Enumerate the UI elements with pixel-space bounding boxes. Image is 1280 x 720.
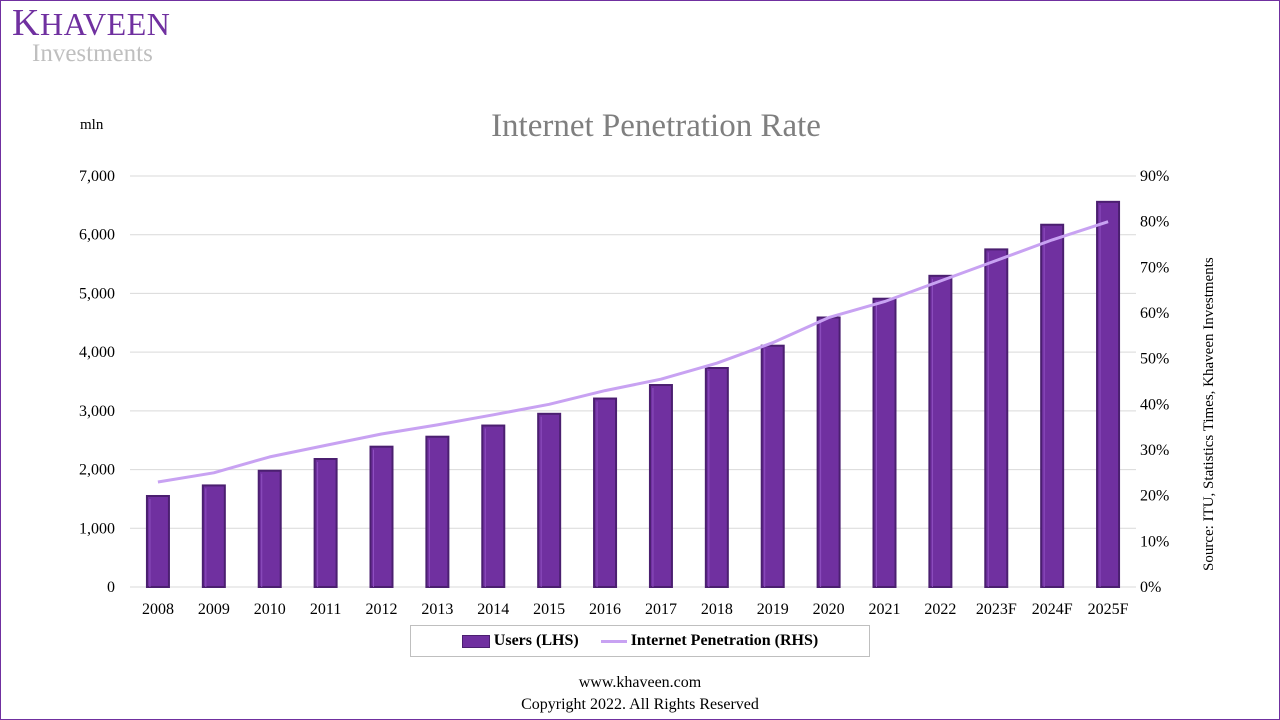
legend-bar-swatch xyxy=(461,634,490,648)
x-tick-label: 2024F xyxy=(1032,601,1073,618)
line-internet-penetration xyxy=(157,220,1109,484)
y-left-tick-label: 4,000 xyxy=(79,344,115,361)
bar-users xyxy=(537,412,562,588)
x-tick-label: 2023F xyxy=(976,601,1017,618)
x-tick-label: 2018 xyxy=(701,601,733,618)
y-right-tick-label: 80% xyxy=(1140,214,1169,231)
y-left-tick-label: 1,000 xyxy=(79,520,115,537)
bar-users xyxy=(648,384,673,588)
y-left-tick-label: 7,000 xyxy=(79,168,115,185)
y-left-tick-label: 5,000 xyxy=(79,285,115,302)
y-right-tick-label: 30% xyxy=(1140,442,1169,459)
x-tick-label: 2019 xyxy=(757,601,789,618)
y-right-tick-label: 40% xyxy=(1140,396,1169,413)
x-tick-label: 2013 xyxy=(421,601,453,618)
x-tick-label: 2011 xyxy=(310,601,341,618)
bar-users xyxy=(760,344,785,589)
x-tick-label: 2008 xyxy=(142,601,174,618)
logo-initial: K xyxy=(12,2,40,44)
bar-users xyxy=(872,297,897,588)
khaveen-logo: KHAVEEN Investments xyxy=(12,4,171,67)
y-left-tick-label: 0 xyxy=(107,579,115,596)
y-right-tick-label: 10% xyxy=(1140,533,1169,550)
chart-legend: Users (LHS) Internet Penetration (RHS) xyxy=(410,625,870,657)
x-tick-label: 2017 xyxy=(645,601,677,618)
x-tick-label: 2025F xyxy=(1088,601,1129,618)
y-right-tick-label: 70% xyxy=(1140,259,1169,276)
bar-users xyxy=(313,458,338,589)
x-tick-label: 2009 xyxy=(198,601,230,618)
bar-users xyxy=(593,397,618,588)
y-left-tick-label: 2,000 xyxy=(79,462,115,479)
bar-users xyxy=(425,435,450,589)
y-right-tick-label: 20% xyxy=(1140,488,1169,505)
logo-rest: HAVEEN xyxy=(39,6,171,42)
bar-users xyxy=(928,274,953,588)
bar-users xyxy=(704,366,729,589)
y-right-tick-label: 50% xyxy=(1140,351,1169,368)
bar-users xyxy=(145,494,170,588)
x-tick-label: 2021 xyxy=(869,601,901,618)
bar-users xyxy=(481,424,506,588)
bar-users xyxy=(257,469,282,589)
bar-users xyxy=(1096,200,1121,588)
x-tick-label: 2016 xyxy=(589,601,621,618)
legend-item-penetration: Internet Penetration (RHS) xyxy=(600,632,819,650)
x-tick-label: 2020 xyxy=(813,601,845,618)
y-right-tick-label: 90% xyxy=(1140,168,1169,185)
logo-wordmark: KHAVEEN xyxy=(12,4,171,42)
legend-line-swatch xyxy=(600,639,627,643)
y-left-tick-label: 6,000 xyxy=(79,227,115,244)
footer-copyright: Copyright 2022. All Rights Reserved xyxy=(521,696,759,713)
legend-label-penetration: Internet Penetration (RHS) xyxy=(630,632,819,649)
x-tick-label: 2015 xyxy=(533,601,565,618)
x-tick-label: 2010 xyxy=(254,601,286,618)
x-tick-label: 2014 xyxy=(477,601,509,618)
bar-users xyxy=(1040,223,1065,589)
bar-users xyxy=(201,484,226,588)
footer-website[interactable]: www.khaveen.com xyxy=(578,674,702,691)
x-tick-label: 2012 xyxy=(366,601,398,618)
legend-item-users: Users (LHS) xyxy=(461,632,579,650)
y-left-unit-label: mln xyxy=(80,117,104,133)
legend-label-users: Users (LHS) xyxy=(493,632,579,649)
y-right-tick-label: 60% xyxy=(1140,305,1169,322)
bar-users xyxy=(369,445,394,588)
y-right-tick-label: 0% xyxy=(1140,579,1161,596)
y-left-tick-label: 3,000 xyxy=(79,403,115,420)
bar-users xyxy=(984,248,1009,588)
logo-subtitle: Investments xyxy=(32,40,153,67)
x-tick-label: 2022 xyxy=(924,601,956,618)
chart-title: Internet Penetration Rate xyxy=(491,108,821,144)
